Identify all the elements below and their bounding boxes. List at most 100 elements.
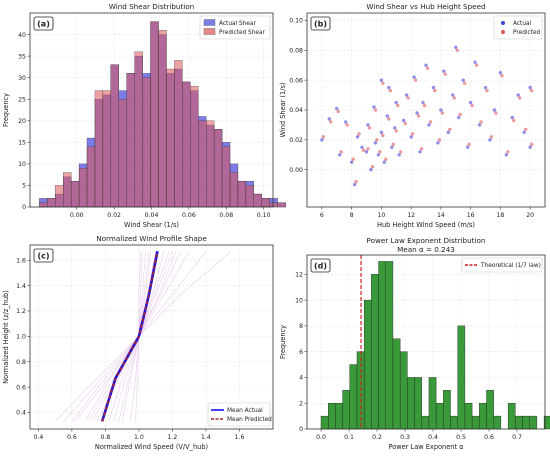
scatter-point: [406, 96, 410, 100]
x-tick-label: 20: [526, 212, 534, 219]
x-tick-label: 12: [407, 212, 415, 219]
histogram-bar: [349, 364, 358, 430]
scatter-point: [394, 100, 398, 105]
histogram-bar: [102, 90, 111, 208]
scatter-point: [396, 103, 400, 108]
x-tick-label: 14: [437, 212, 445, 219]
y-tick-label: 0.6: [16, 384, 26, 391]
histogram-bar: [421, 415, 430, 430]
scatter-point: [360, 145, 364, 150]
histogram-bar: [150, 21, 159, 208]
histogram-bar: [63, 172, 72, 208]
scatter-point: [321, 135, 326, 139]
x-tick-label: 1.4: [201, 434, 211, 441]
scatter-point: [510, 115, 514, 120]
scatter-point: [473, 60, 477, 64]
scatter-point: [488, 138, 492, 142]
legend-label: Predicted Shear: [219, 30, 266, 36]
histogram-bar: [229, 172, 239, 208]
histogram-bar: [39, 202, 48, 208]
scatter-point: [442, 69, 446, 73]
histogram-bar: [261, 198, 270, 208]
histogram-bar: [86, 146, 96, 208]
x-tick-label: 0.0: [316, 434, 326, 441]
x-tick-label: 6: [320, 212, 324, 219]
x-tick-label: 0.4: [428, 434, 438, 441]
scatter-point: [468, 100, 473, 105]
x-axis-label: Power Law Exponent α: [389, 443, 465, 451]
histogram-bar: [335, 403, 343, 430]
y-tick-label: 15: [18, 140, 26, 147]
scatter-point: [390, 145, 394, 150]
scatter-point: [393, 126, 397, 130]
x-tick-label: 0.10: [257, 212, 271, 219]
scatter-point: [458, 112, 462, 117]
scatter-point: [329, 120, 333, 124]
histogram-bar: [94, 90, 104, 208]
x-tick-label: 1.0: [134, 434, 144, 441]
scatter-point: [483, 85, 488, 90]
scatter-point: [345, 123, 349, 127]
scatter-point: [518, 96, 522, 100]
scatter-point: [404, 93, 409, 97]
scatter-point: [424, 63, 428, 67]
scatter-point: [529, 142, 534, 147]
histogram-bar: [486, 390, 494, 430]
scatter-point: [382, 160, 387, 164]
legend-label: Actual Shear: [219, 21, 256, 27]
scatter-point: [366, 147, 370, 151]
scatter-point: [364, 150, 369, 154]
legend-label: Mean Predicted: [227, 417, 272, 423]
scatter-point: [428, 120, 433, 124]
histogram-bar: [443, 390, 451, 430]
scatter-point: [479, 120, 483, 124]
scatter-point: [378, 150, 382, 154]
x-axis-label: Hub Height Wind Speed (m/s): [377, 221, 475, 229]
scatter-point: [506, 150, 510, 154]
histogram-bar: [118, 99, 127, 208]
x-tick-label: 10: [377, 212, 385, 219]
scatter-point: [422, 103, 427, 108]
x-tick-label: 18: [496, 212, 504, 219]
scatter-point: [403, 121, 407, 126]
panel-label: (d): [314, 262, 327, 271]
legend-swatch: [501, 30, 505, 34]
scatter-point: [339, 150, 343, 154]
y-tick-label: 0.00: [289, 167, 303, 174]
x-tick-label: 0.08: [219, 212, 233, 219]
y-tick-label: 0: [22, 204, 26, 211]
x-tick-label: 1.6: [235, 434, 245, 441]
scatter-point: [454, 45, 458, 50]
histogram-bar: [78, 168, 88, 208]
x-tick-label: 0.5: [456, 434, 466, 441]
histogram-bar: [371, 274, 379, 430]
histogram-bar: [126, 73, 135, 208]
panel-label: (a): [37, 20, 50, 29]
scatter-point: [512, 118, 516, 123]
scatter-point: [431, 85, 436, 90]
legend-label: Predicted: [513, 30, 541, 36]
scatter-point: [397, 153, 401, 157]
scatter-point: [528, 85, 532, 90]
legend-label: Theoretical (1/7 law): [480, 263, 541, 269]
y-tick-label: 25: [18, 96, 26, 103]
scatter-point: [455, 48, 459, 53]
scatter-point: [436, 141, 440, 145]
panel-label: (b): [314, 20, 327, 29]
scatter-point: [320, 138, 324, 142]
legend-box: [199, 15, 271, 40]
scatter-point: [433, 88, 437, 93]
histogram-bar: [342, 390, 350, 430]
histogram-bar: [110, 64, 119, 208]
histogram-bar: [479, 403, 487, 430]
y-tick-label: 0.8: [16, 359, 26, 366]
scatter-point: [336, 109, 340, 114]
histogram-bar: [428, 377, 437, 430]
histogram-bar: [142, 77, 151, 208]
legend-label: Actual: [513, 21, 532, 27]
histogram-bar: [206, 120, 215, 208]
histogram-bar: [493, 415, 502, 430]
x-tick-label: 16: [467, 212, 475, 219]
legend-box: [493, 15, 543, 40]
panel-0: 0.00 0.02 0.04 0.06 0.08 0.10 0 5 10 15 20 25 30 35 40…: [2, 2, 286, 229]
